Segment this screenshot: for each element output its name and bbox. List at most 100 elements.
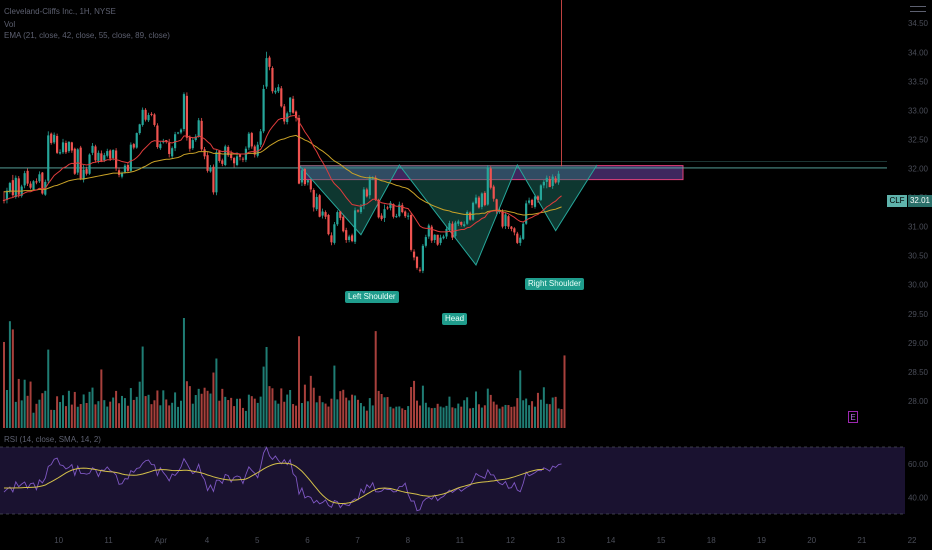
volume-bar [480,407,483,428]
volume-bar [188,386,191,428]
volume-bar [236,398,239,428]
volume-bar [118,403,121,428]
candle-body [315,196,318,210]
volume-bar [542,387,545,428]
candle-body [174,134,177,149]
volume-bar [472,407,475,428]
candle-body [513,228,516,233]
volume-bar [126,405,129,428]
volume-bar [115,390,118,428]
volume-bar [123,398,126,428]
candle-body [212,166,215,193]
volume-bar [448,396,451,428]
candle-body [398,204,401,217]
time-tick-label: 13 [556,536,565,545]
candle-body [451,223,454,238]
candle-body [162,141,165,143]
volume-bar [121,395,123,428]
candle-body [424,237,427,246]
head-label: Head [442,313,468,325]
volume-bar [531,401,534,428]
volume-bar [483,405,486,428]
ticker-tag: CLF [887,195,907,207]
candle-body [153,114,156,125]
time-tick-label: 22 [908,536,917,545]
time-tick-label: 7 [355,536,360,545]
volume-bar [416,400,418,428]
candle-body [306,180,309,183]
volume-bar [489,394,492,428]
volume-bar [29,381,32,428]
volume-bar [197,388,200,428]
volume-bar [469,408,472,428]
candle-body [168,142,171,154]
candle-body [410,215,413,250]
menu-icon[interactable] [910,6,926,18]
volume-bar [271,388,274,428]
volume-bar [380,393,383,428]
candle-body [536,196,540,200]
volume-bar [35,403,38,428]
volume-bar [162,390,165,428]
time-tick-label: 8 [406,536,411,545]
candle-body [200,120,203,150]
volume-bar [212,372,215,428]
volume-bar [560,409,563,428]
candle-body [283,106,286,122]
volume-bar [495,404,498,428]
candle-body [194,136,197,141]
candle-body [557,173,560,183]
volume-bar [295,405,298,428]
volume-bar [324,403,327,428]
volume-bar [73,391,76,428]
candle-body [141,109,144,125]
rsi-line [3,446,562,512]
symbol-legend: Cleveland-Cliffs Inc., 1H, NYSE [4,7,116,16]
earnings-marker[interactable]: E [848,411,858,423]
volume-bar [507,405,510,428]
candle-body [321,211,324,216]
volume-bar [424,402,427,428]
volume-bar [112,397,115,428]
price-tick-label: 32.00 [908,165,929,174]
candle-body [159,144,162,149]
volume-bar [132,399,135,428]
candle-body [507,216,510,227]
volume-bar [368,398,371,428]
price-tick-label: 34.50 [908,19,929,28]
volume-bar [427,407,430,428]
volume-bar [191,403,194,428]
volume-bar [17,378,20,428]
candle-body [103,155,106,161]
volume-bar [5,390,8,428]
volume-bar [457,403,460,428]
volume-bar [247,394,250,428]
volume-bar [109,401,112,428]
volume-bar [492,401,495,428]
rsi-legend: RSI (14, close, SMA, 14, 2) [4,435,101,444]
volume-bar [286,394,289,428]
volume-bar [371,405,374,428]
price-tick-label: 33.50 [908,77,929,86]
candle-body [29,183,32,188]
volume-bar [129,388,132,428]
volume-bar [554,396,557,428]
candle-body [138,124,141,134]
volume-bar [256,402,259,428]
rsi-background [0,447,905,514]
candle-body [26,170,29,184]
pattern-segment [299,165,400,235]
left-shoulder-label: Left Shoulder [345,291,399,303]
time-tick-label: Apr [155,536,168,545]
volume-bar [44,390,47,428]
price-tick-label: 28.00 [908,397,929,406]
candle-body [58,152,62,154]
candle-body [380,215,383,220]
candle-body [268,57,271,67]
candle-body [106,151,109,156]
volume-bar [268,386,271,428]
volume-bar [82,394,85,428]
candle-body [203,149,206,157]
